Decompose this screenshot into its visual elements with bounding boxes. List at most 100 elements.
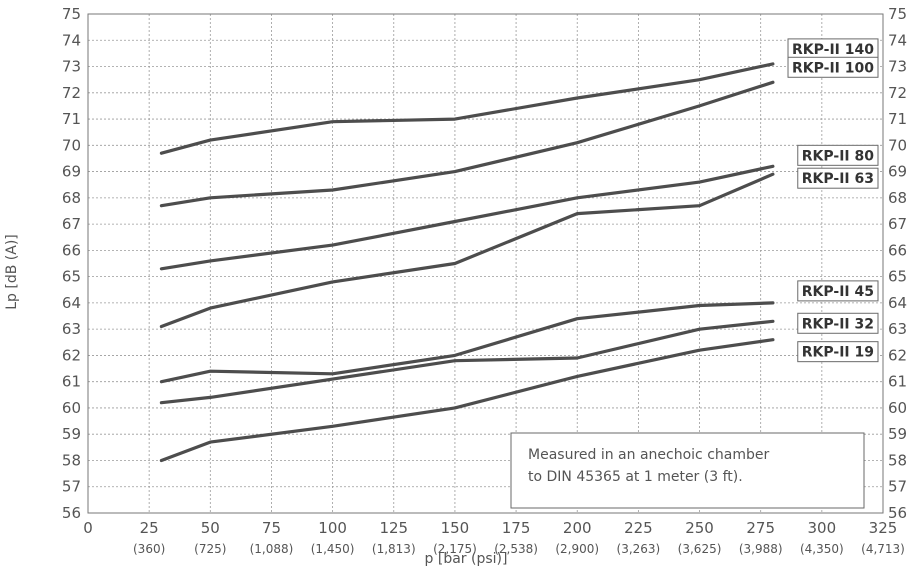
series-line-2 bbox=[159, 164, 775, 271]
series-label-text: RKP-II 45 bbox=[802, 284, 874, 300]
x-tick-label: 300 bbox=[808, 519, 837, 537]
y-tick-label: 65 bbox=[62, 268, 81, 286]
series-label-4: RKP-II 45 bbox=[797, 280, 879, 302]
y-tick-label: 67 bbox=[62, 215, 81, 233]
y-tick-label: 75 bbox=[62, 5, 81, 23]
measurement-note: Measured in an anechoic chamber to DIN 4… bbox=[510, 432, 865, 509]
y-tick-label-right: 60 bbox=[888, 399, 907, 417]
x-tick-label: 275 bbox=[746, 519, 775, 537]
y-tick-label: 57 bbox=[62, 478, 81, 496]
series-label-text: RKP-II 63 bbox=[802, 171, 874, 187]
x-tick-label: 75 bbox=[262, 519, 281, 537]
x-axis-tick-labels: 0 25 (360) 50 (725) 75 (1,088) 100 (1,450) 125 (1,… bbox=[83, 519, 905, 556]
series-label-box bbox=[797, 312, 879, 334]
y-tick-label-right: 71 bbox=[888, 110, 907, 128]
y-tick-label-right: 57 bbox=[888, 478, 907, 496]
series-lines bbox=[159, 62, 775, 463]
y-tick-label: 59 bbox=[62, 425, 81, 443]
y-tick-label: 63 bbox=[62, 320, 81, 338]
y-tick-label: 58 bbox=[62, 451, 81, 469]
y-tick-label: 66 bbox=[62, 241, 81, 259]
x-tick-label: 175 bbox=[502, 519, 531, 537]
y-tick-label: 69 bbox=[62, 163, 81, 181]
x-tick-sublabel: (725) bbox=[194, 542, 226, 556]
note-line-2: to DIN 45365 at 1 meter (3 ft). bbox=[528, 469, 743, 485]
x-tick-label: 325 bbox=[869, 519, 898, 537]
series-line-3 bbox=[159, 172, 775, 329]
x-tick-label: 25 bbox=[140, 519, 159, 537]
series-line-6 bbox=[159, 338, 775, 463]
y-axis-tick-labels: 56 57 58 59 60 61 62 63 64 65 66 67 68 69 70 71 72 73 74 75 bbox=[62, 5, 81, 522]
series-label-0: RKP-II 140 bbox=[787, 38, 879, 60]
x-tick-sublabel: (360) bbox=[133, 542, 165, 556]
series-label-box bbox=[797, 341, 879, 363]
series-label-text: RKP-II 32 bbox=[802, 316, 874, 332]
y-tick-label: 71 bbox=[62, 110, 81, 128]
series-label-box bbox=[797, 280, 879, 302]
y-tick-label-right: 69 bbox=[888, 163, 907, 181]
y-tick-label-right: 62 bbox=[888, 346, 907, 364]
y-tick-label-right: 75 bbox=[888, 5, 907, 23]
series-label-box bbox=[797, 167, 879, 189]
series-label-5: RKP-II 32 bbox=[797, 312, 879, 334]
y-tick-label-right: 58 bbox=[888, 451, 907, 469]
y-tick-label: 74 bbox=[62, 31, 81, 49]
y-axis-title: Lp [dB (A)] bbox=[4, 234, 20, 310]
series-label-text: RKP-II 140 bbox=[792, 42, 874, 58]
series-label-text: RKP-II 80 bbox=[802, 148, 874, 164]
x-tick-label: 250 bbox=[685, 519, 714, 537]
series-label-text: RKP-II 100 bbox=[792, 60, 874, 76]
series-label-text: RKP-II 19 bbox=[802, 345, 874, 361]
y-tick-label: 60 bbox=[62, 399, 81, 417]
y-tick-label: 73 bbox=[62, 58, 81, 76]
x-tick-sublabel: (3,988) bbox=[739, 542, 783, 556]
x-axis-title: p [bar (psi)] bbox=[425, 551, 508, 567]
x-tick-label: 225 bbox=[624, 519, 653, 537]
y-tick-label-right: 65 bbox=[888, 268, 907, 286]
y-tick-label-right: 56 bbox=[888, 504, 907, 522]
x-tick-label: 100 bbox=[318, 519, 347, 537]
series-label-3: RKP-II 63 bbox=[797, 167, 879, 189]
y-tick-label-right: 66 bbox=[888, 241, 907, 259]
y-tick-label: 72 bbox=[62, 84, 81, 102]
grid bbox=[88, 14, 883, 513]
series-label-box bbox=[787, 56, 879, 78]
y-tick-label-right: 64 bbox=[888, 294, 907, 312]
x-tick-label: 125 bbox=[379, 519, 408, 537]
y-tick-label-right: 59 bbox=[888, 425, 907, 443]
y-tick-label-right: 73 bbox=[888, 58, 907, 76]
y-tick-label: 64 bbox=[62, 294, 81, 312]
x-tick-sublabel: (2,538) bbox=[494, 542, 538, 556]
x-tick-sublabel: (2,900) bbox=[555, 542, 599, 556]
y-tick-label-right: 72 bbox=[888, 84, 907, 102]
y-tick-label: 68 bbox=[62, 189, 81, 207]
y-tick-label: 70 bbox=[62, 136, 81, 154]
series-label-2: RKP-II 80 bbox=[797, 144, 879, 166]
y-axis-right-tick-labels: 56 57 58 59 60 61 62 63 64 65 66 67 68 69 70 71 72 73 74 75 bbox=[888, 5, 907, 522]
x-tick-sublabel: (1,813) bbox=[372, 542, 416, 556]
y-tick-label-right: 67 bbox=[888, 215, 907, 233]
y-tick-label: 61 bbox=[62, 373, 81, 391]
note-box bbox=[510, 432, 865, 509]
plot-frame bbox=[87, 13, 884, 514]
series-line-0 bbox=[159, 62, 775, 155]
x-tick-sublabel: (1,450) bbox=[311, 542, 355, 556]
y-tick-label: 62 bbox=[62, 346, 81, 364]
x-tick-sublabel: (1,088) bbox=[250, 542, 294, 556]
series-line-4 bbox=[159, 301, 775, 384]
y-tick-label-right: 74 bbox=[888, 31, 907, 49]
x-tick-label: 0 bbox=[83, 519, 93, 537]
series-line-1 bbox=[159, 80, 775, 208]
y-tick-label-right: 63 bbox=[888, 320, 907, 338]
x-tick-label: 150 bbox=[441, 519, 470, 537]
x-tick-label: 50 bbox=[201, 519, 220, 537]
x-tick-sublabel: (4,713) bbox=[861, 542, 905, 556]
x-tick-label: 200 bbox=[563, 519, 592, 537]
note-line-1: Measured in an anechoic chamber bbox=[528, 447, 769, 463]
series-labels: RKP-II 140 RKP-II 100 RKP-II 80 RKP-II 63 RK… bbox=[787, 38, 879, 363]
y-tick-label-right: 68 bbox=[888, 189, 907, 207]
x-tick-sublabel: (2,175) bbox=[433, 542, 477, 556]
series-label-6: RKP-II 19 bbox=[797, 341, 879, 363]
